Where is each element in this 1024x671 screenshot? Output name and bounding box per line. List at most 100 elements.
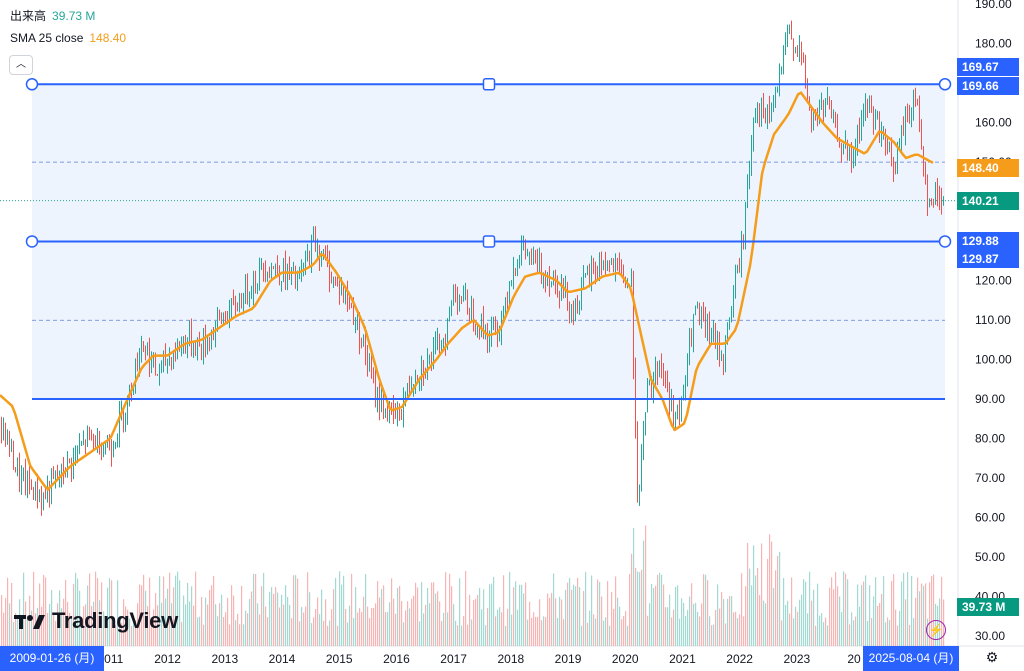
volume-bar <box>3 612 5 646</box>
volume-bar <box>111 580 113 646</box>
drawing-handle[interactable] <box>25 78 39 91</box>
volume-bar <box>591 575 593 646</box>
x-tick-label: 2012 <box>154 652 181 666</box>
volume-bar <box>253 573 255 646</box>
volume-bar <box>683 602 685 646</box>
drawing-handle[interactable] <box>482 235 496 248</box>
volume-bar <box>61 608 63 646</box>
drawing-handle[interactable] <box>482 78 496 91</box>
volume-bar <box>381 589 383 646</box>
volume-bar <box>325 599 327 646</box>
volume-bar <box>669 594 671 646</box>
volume-bar <box>623 616 625 646</box>
volume-bar <box>555 598 557 646</box>
volume-bar <box>65 579 67 646</box>
volume-bar <box>895 609 897 646</box>
volume-bar <box>201 596 203 646</box>
volume-bar <box>367 606 369 646</box>
volume-bar <box>487 608 489 646</box>
volume-bar <box>739 614 741 646</box>
volume-bar <box>815 625 817 646</box>
volume-bar <box>723 599 725 646</box>
volume-bar <box>883 576 885 646</box>
volume-bar <box>615 576 617 646</box>
volume-bar <box>377 581 379 646</box>
volume-bar <box>579 587 581 646</box>
volume-bar <box>809 571 811 646</box>
lightning-icon[interactable]: ⚡ <box>926 620 946 640</box>
drawing-handle[interactable] <box>25 235 39 248</box>
volume-bar <box>907 572 909 646</box>
volume-bar <box>303 612 305 646</box>
volume-bar <box>351 573 353 646</box>
volume-bar <box>419 621 421 646</box>
volume-bar <box>433 582 435 646</box>
volume-bar <box>771 541 773 646</box>
volume-bar <box>13 621 15 646</box>
volume-bar <box>225 612 227 646</box>
volume-bar <box>581 625 583 646</box>
volume-bar <box>283 604 285 646</box>
drawing-handle[interactable] <box>938 235 952 248</box>
volume-bar <box>257 603 259 646</box>
volume-bar <box>781 620 783 646</box>
volume-bar <box>59 590 61 646</box>
gear-icon[interactable]: ⚙ <box>985 649 999 665</box>
volume-legend-label: 出来高 <box>10 9 47 23</box>
volume-bar <box>129 618 131 646</box>
volume-bar <box>877 605 879 646</box>
volume-bar <box>665 607 667 646</box>
volume-bar <box>157 605 159 646</box>
volume-bar <box>77 578 79 646</box>
volume-bar <box>485 625 487 646</box>
volume-bar <box>889 620 891 646</box>
price-tag-upper-b: 169.66 <box>957 77 1019 95</box>
drawing-handle[interactable] <box>938 78 952 91</box>
volume-bar <box>551 592 553 646</box>
price-tag-upper-a: 169.67 <box>957 58 1019 76</box>
volume-bar <box>753 545 755 646</box>
chevron-up-icon[interactable]: ︿ <box>9 55 33 75</box>
volume-bar <box>217 616 219 646</box>
volume-bar <box>153 609 155 646</box>
volume-bar <box>841 612 843 646</box>
volume-bar <box>105 617 107 646</box>
volume-bar <box>187 582 189 646</box>
volume-bar <box>53 613 55 646</box>
volume-bar <box>925 583 927 646</box>
volume-bar <box>17 617 19 646</box>
volume-bar <box>911 575 913 646</box>
y-tick-label: 180.00 <box>975 37 1012 51</box>
volume-bar <box>807 613 809 646</box>
volume-bar <box>921 583 923 646</box>
volume-bar <box>827 625 829 646</box>
volume-bar <box>449 573 451 646</box>
volume-bar <box>459 578 461 646</box>
volume-bar <box>243 624 245 646</box>
volume-bar <box>125 606 127 646</box>
volume-bar <box>363 596 365 646</box>
volume-bar <box>115 624 117 646</box>
volume-bar <box>131 625 133 646</box>
volume-bar <box>231 585 233 646</box>
volume-bar <box>73 583 75 646</box>
volume-bar <box>321 589 323 646</box>
volume-bar <box>195 571 197 646</box>
volume-bar <box>389 602 391 646</box>
volume-bar <box>369 618 371 646</box>
volume-bar <box>829 587 831 646</box>
volume-bar <box>789 613 791 646</box>
volume-legend: 出来高 39.73 M <box>10 7 101 24</box>
volume-bar <box>453 604 455 646</box>
volume-bar <box>819 615 821 646</box>
volume-bar <box>247 613 249 646</box>
volume-bar <box>825 617 827 646</box>
volume-bar <box>729 596 731 646</box>
volume-bar <box>279 607 281 646</box>
volume-bar <box>401 601 403 646</box>
volume-bar <box>849 624 851 646</box>
volume-bar <box>641 569 643 646</box>
volume-bar <box>261 586 263 646</box>
